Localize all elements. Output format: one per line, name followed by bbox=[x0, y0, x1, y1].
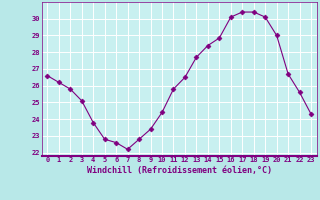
X-axis label: Windchill (Refroidissement éolien,°C): Windchill (Refroidissement éolien,°C) bbox=[87, 166, 272, 175]
